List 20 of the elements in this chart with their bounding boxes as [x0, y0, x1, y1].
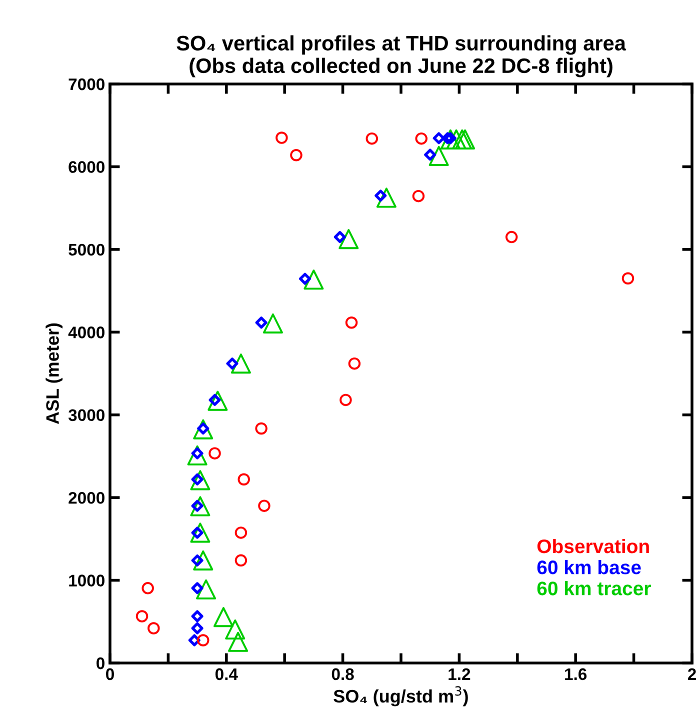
x-tick-label: 0.4 — [215, 668, 238, 680]
x-axis-title: SO₄ (ug/std m$^{3}$) — [334, 686, 468, 706]
x-tick-label: 0 — [106, 668, 114, 680]
y-tick-label: 6000 — [68, 161, 104, 173]
text: Observation — [537, 538, 649, 554]
y-tick-label: 7000 — [68, 78, 104, 90]
y-tick-label: 2000 — [68, 492, 104, 504]
y-tick-label: 3000 — [68, 409, 104, 422]
y-axis-title: ASL (meter) — [46, 323, 63, 424]
y-tick-label: 0 — [96, 657, 104, 670]
x-tick-label: 2 — [688, 668, 696, 680]
y-tick-label: 1000 — [69, 574, 104, 586]
y-tick-label: 5000 — [68, 244, 104, 256]
y-tick-label: 4000 — [68, 326, 104, 338]
x-tick-label: 1.6 — [565, 668, 587, 680]
x-tick-label: 1.2 — [448, 668, 470, 680]
x-tick-label: 0.8 — [332, 668, 354, 680]
chart-title: SO₄ vertical profiles at THD surrounding area (Obs data collected on June 22 DC-8 flight) — [176, 35, 626, 78]
text: 60 km base — [537, 560, 641, 574]
text: 60 km tracer — [537, 581, 651, 596]
